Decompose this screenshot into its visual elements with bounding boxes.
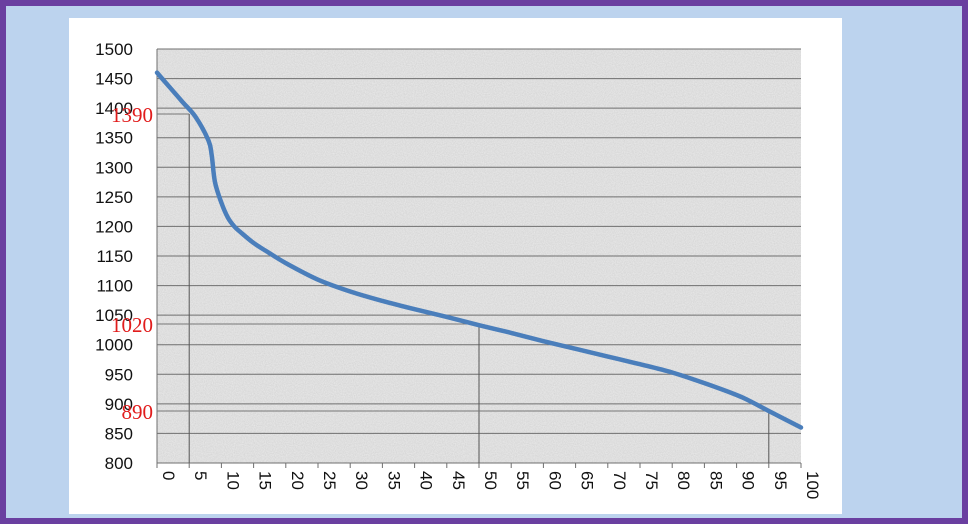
x-tick-label: 5 — [191, 471, 210, 480]
x-tick-label: 45 — [449, 471, 468, 490]
x-tick-label: 20 — [288, 471, 307, 490]
x-tick-label: 35 — [384, 471, 403, 490]
y-tick-label: 1000 — [95, 336, 133, 355]
x-tick-label: 50 — [481, 471, 500, 490]
y-tick-label: 1100 — [96, 277, 133, 296]
y-tick-label: 800 — [105, 454, 133, 473]
x-tick-label: 60 — [545, 471, 564, 490]
y-tick-label: 1150 — [96, 247, 133, 266]
x-tick-label: 70 — [610, 471, 629, 490]
x-tick-label: 25 — [320, 471, 339, 490]
y-tick-label: 900 — [105, 395, 133, 414]
y-tick-label: 850 — [105, 424, 133, 443]
x-tick-label: 55 — [513, 471, 532, 490]
y-tick-label: 1050 — [95, 306, 133, 325]
x-tick-label: 15 — [256, 471, 275, 490]
y-axis-ticks: 800 850 900 950 1000 1050 1100 1150 1200 1250 1300… — [95, 40, 133, 473]
y-tick-label: 1350 — [95, 129, 133, 148]
annotation-droplines — [157, 113, 770, 463]
series-line-0 — [154, 70, 804, 430]
annotation-label: 890 — [122, 400, 154, 424]
y-tick-label: 1500 — [95, 40, 133, 59]
x-tick-label: 90 — [739, 471, 758, 490]
x-tick-label: 0 — [159, 471, 178, 480]
x-tick-label: 65 — [578, 471, 597, 490]
annotation-label: 1020 — [111, 313, 153, 337]
x-tick-label: 30 — [352, 471, 371, 490]
x-tick-label: 95 — [771, 471, 790, 490]
x-tick-label: 85 — [706, 471, 725, 490]
y-tick-label: 1450 — [95, 70, 133, 89]
y-tick-label: 950 — [105, 365, 133, 384]
y-tick-label: 1200 — [95, 217, 133, 236]
x-tick-label: 75 — [642, 471, 661, 490]
annotation-label: 1390 — [111, 103, 153, 127]
y-tick-label: 1250 — [95, 188, 133, 207]
annotations: 1390 1020 890 — [111, 103, 153, 424]
y-tick-label: 1300 — [95, 158, 133, 177]
x-tick-label: 10 — [223, 471, 242, 490]
x-tick-label: 100 — [803, 471, 822, 499]
x-tick-label: 80 — [674, 471, 693, 490]
x-tick-label: 40 — [417, 471, 436, 490]
series-layer — [154, 70, 804, 430]
x-axis-ticks: 0 5 10 15 20 25 30 35 40 45 50 55 60 65 70 75 80 85 90 95 10… — [156, 463, 822, 499]
y-tick-label: 1400 — [95, 99, 133, 118]
